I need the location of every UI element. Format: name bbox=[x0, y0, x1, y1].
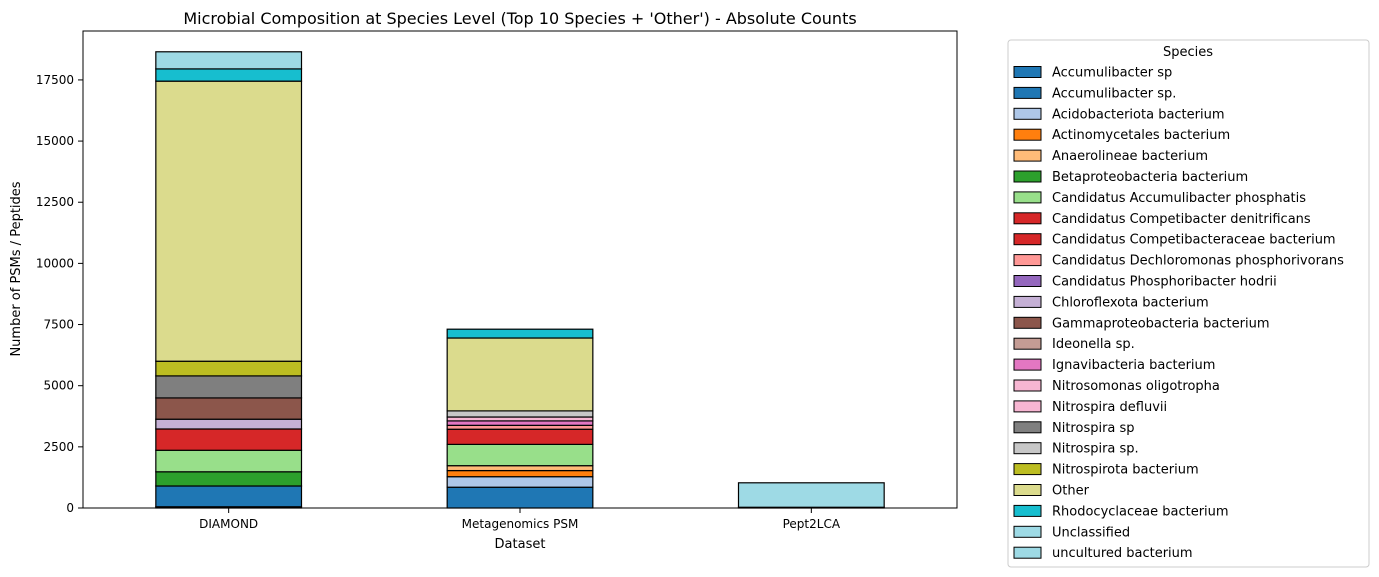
legend-swatch-13 bbox=[1013, 337, 1042, 350]
legend-swatch-7 bbox=[1013, 212, 1042, 225]
legend-label-16: Nitrospira defluvii bbox=[1052, 400, 1167, 415]
legend-swatch-20 bbox=[1013, 484, 1042, 496]
bar-segment-0-23 bbox=[155, 51, 303, 70]
legend-label-8: Candidatus Competibacteraceae bacterium bbox=[1052, 233, 1336, 248]
legend-label-7: Candidatus Competibacter denitrificans bbox=[1052, 212, 1311, 227]
bar-segment-0-21 bbox=[155, 68, 303, 82]
y-axis-label: Number of PSMs / Peptides bbox=[9, 181, 24, 356]
bar-segment-0-1 bbox=[155, 485, 303, 508]
bar-segment-0-17 bbox=[155, 375, 303, 399]
legend-swatch-19 bbox=[1013, 463, 1042, 476]
bar-segment-1-18 bbox=[446, 410, 594, 418]
bar-segment-1-20 bbox=[446, 337, 594, 412]
legend-swatch-16 bbox=[1013, 400, 1042, 413]
x-tick-label-2: Pept2LCA bbox=[783, 517, 841, 531]
legend-label-23: uncultured bacterium bbox=[1052, 546, 1193, 561]
bar-segment-1-4 bbox=[446, 465, 594, 472]
bar-segment-2-22 bbox=[737, 482, 885, 508]
legend-swatch-22 bbox=[1013, 525, 1042, 538]
bar-segment-1-6 bbox=[446, 443, 594, 467]
legend-label-2: Acidobacteriota bacterium bbox=[1052, 107, 1225, 122]
legend-swatch-21 bbox=[1013, 504, 1042, 517]
legend-swatch-2 bbox=[1013, 107, 1042, 120]
legend-label-11: Chloroflexota bacterium bbox=[1052, 295, 1209, 310]
legend-swatch-18 bbox=[1013, 442, 1042, 455]
legend-label-6: Candidatus Accumulibacter phosphatis bbox=[1052, 191, 1306, 206]
legend-label-4: Anaerolineae bacterium bbox=[1052, 149, 1208, 164]
x-tick-label-1: Metagenomics PSM bbox=[462, 517, 579, 531]
legend-label-13: Ideonella sp. bbox=[1052, 337, 1135, 352]
legend-swatch-12 bbox=[1013, 316, 1042, 329]
legend-swatch-11 bbox=[1013, 295, 1042, 308]
legend-label-22: Unclassified bbox=[1052, 525, 1130, 540]
x-axis-label: Dataset bbox=[495, 537, 546, 552]
legend-label-21: Rhodocyclaceae bacterium bbox=[1052, 504, 1229, 519]
bar-segment-0-7 bbox=[155, 428, 303, 451]
legend-label-1: Accumulibacter sp. bbox=[1052, 86, 1176, 101]
legend-swatch-1 bbox=[1013, 86, 1042, 99]
legend-frame bbox=[1007, 39, 1370, 568]
bars bbox=[155, 51, 885, 509]
legend-label-12: Gammaproteobacteria bacterium bbox=[1052, 316, 1269, 331]
legend-swatch-3 bbox=[1013, 128, 1042, 141]
legend-swatch-0 bbox=[1013, 66, 1042, 78]
bar-segment-1-8 bbox=[446, 428, 594, 446]
legend-label-17: Nitrospira sp bbox=[1052, 421, 1135, 436]
legend-swatch-14 bbox=[1013, 358, 1042, 371]
y-tick-label-2: 5000 bbox=[43, 379, 74, 393]
bar-segment-1-14 bbox=[446, 420, 594, 426]
legend-label-0: Accumulibacter sp bbox=[1052, 66, 1172, 81]
bar-segment-1-2 bbox=[446, 476, 594, 488]
bar-segment-0-12 bbox=[155, 397, 303, 420]
bar-segment-1-1 bbox=[446, 486, 594, 509]
y-tick-label-4: 10000 bbox=[36, 256, 74, 270]
bar-segment-0-19 bbox=[155, 360, 303, 377]
legend-label-10: Candidatus Phosphoribacter hodrii bbox=[1052, 275, 1277, 290]
legend-title: Species bbox=[1163, 45, 1213, 60]
legend-label-20: Other bbox=[1052, 484, 1090, 499]
legend-swatch-10 bbox=[1013, 275, 1042, 287]
legend-swatch-9 bbox=[1013, 254, 1042, 267]
chart-title: Microbial Composition at Species Level (… bbox=[183, 9, 856, 28]
legend-label-18: Nitrospira sp. bbox=[1052, 442, 1139, 457]
legend-swatch-23 bbox=[1013, 546, 1042, 559]
legend-swatch-6 bbox=[1013, 191, 1042, 204]
y-tick-label-6: 15000 bbox=[36, 134, 74, 148]
bar-segment-0-5 bbox=[155, 471, 303, 487]
legend-label-3: Actinomycetales bacterium bbox=[1052, 128, 1230, 143]
bar-segment-1-3 bbox=[446, 469, 594, 478]
legend: Species Accumulibacter spAccumulibacter … bbox=[1007, 39, 1370, 568]
x-tick-label-0: DIAMOND bbox=[199, 517, 258, 531]
legend-label-19: Nitrospirota bacterium bbox=[1052, 463, 1199, 478]
legend-label-15: Nitrosomonas oligotropha bbox=[1052, 379, 1220, 394]
legend-swatch-15 bbox=[1013, 379, 1042, 392]
y-tick-label-3: 7500 bbox=[43, 318, 74, 332]
legend-swatch-4 bbox=[1013, 149, 1042, 162]
legend-swatch-8 bbox=[1013, 233, 1042, 246]
y-tick-label-7: 17500 bbox=[36, 73, 74, 87]
bar-segment-0-20 bbox=[155, 80, 303, 362]
y-axis: 0 2500 5000 7500 10000 12500 15000 17500 bbox=[36, 73, 83, 515]
bar-segment-1-21 bbox=[446, 328, 594, 339]
legend-items: Accumulibacter sp Accumulibacter sp. Acido… bbox=[1013, 66, 1344, 561]
x-axis: DIAMOND Metagenomics PSM Pept2LCA bbox=[199, 508, 841, 531]
y-tick-label-0: 0 bbox=[66, 501, 74, 515]
plot-area: 0 2500 5000 7500 10000 12500 15000 17500 DIAMON… bbox=[36, 30, 958, 531]
legend-label-9: Candidatus Dechloromonas phosphorivorans bbox=[1052, 254, 1344, 269]
y-tick-label-5: 12500 bbox=[36, 195, 74, 209]
legend-label-14: Ignavibacteria bacterium bbox=[1052, 358, 1215, 373]
y-tick-label-1: 2500 bbox=[43, 440, 74, 454]
legend-swatch-5 bbox=[1013, 170, 1042, 183]
bar-segment-0-6 bbox=[155, 449, 303, 473]
legend-swatch-17 bbox=[1013, 421, 1042, 434]
legend-label-5: Betaproteobacteria bacterium bbox=[1052, 170, 1248, 185]
bar-segment-0-11 bbox=[155, 418, 303, 430]
